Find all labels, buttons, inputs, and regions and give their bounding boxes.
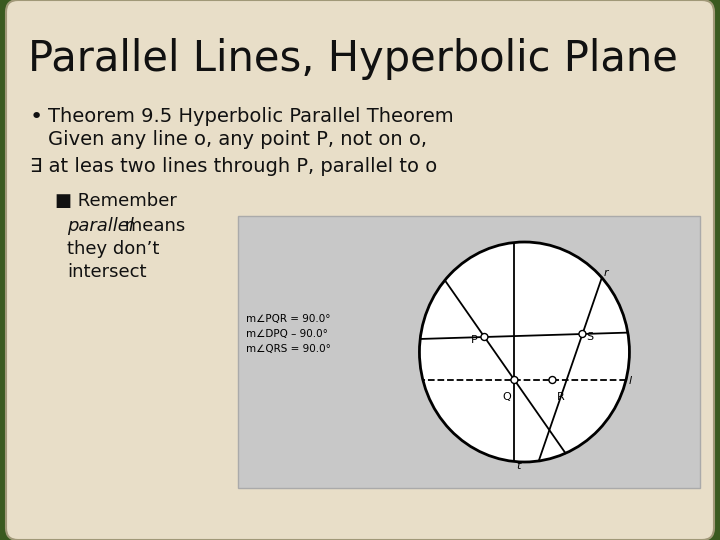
Text: l: l — [629, 376, 632, 386]
Text: m∠PQR = 90.0°: m∠PQR = 90.0° — [246, 314, 330, 324]
Text: Theorem 9.5 Hyperbolic Parallel Theorem: Theorem 9.5 Hyperbolic Parallel Theorem — [48, 107, 454, 126]
Text: means: means — [119, 217, 185, 235]
Circle shape — [511, 376, 518, 383]
Text: ■ Remember: ■ Remember — [55, 192, 177, 210]
Text: intersect: intersect — [67, 263, 146, 281]
FancyBboxPatch shape — [6, 0, 714, 540]
Text: P: P — [470, 335, 477, 345]
Text: •: • — [30, 107, 43, 127]
Text: m∠DPQ – 90.0°: m∠DPQ – 90.0° — [246, 329, 328, 339]
Text: parallel: parallel — [67, 217, 134, 235]
Text: t: t — [516, 462, 521, 471]
Ellipse shape — [420, 242, 629, 462]
Text: Q: Q — [503, 392, 511, 402]
Bar — [238, 216, 700, 488]
Text: S: S — [587, 332, 593, 342]
Text: Given any line ᴏ, any point P, not on ᴏ,: Given any line ᴏ, any point P, not on ᴏ, — [48, 130, 427, 149]
Circle shape — [549, 376, 556, 383]
Text: ∃ at leas two lines through P, parallel to ᴏ: ∃ at leas two lines through P, parallel … — [30, 157, 437, 176]
Text: R: R — [557, 392, 564, 402]
Circle shape — [481, 334, 488, 341]
Text: they don’t: they don’t — [67, 240, 159, 258]
Text: m∠QRS = 90.0°: m∠QRS = 90.0° — [246, 344, 331, 354]
Text: Parallel Lines, Hyperbolic Plane: Parallel Lines, Hyperbolic Plane — [28, 38, 678, 80]
Text: r: r — [604, 268, 608, 278]
Circle shape — [579, 330, 586, 338]
